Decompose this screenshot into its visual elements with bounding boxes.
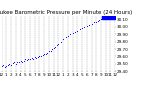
Point xyxy=(90,23,93,25)
Point xyxy=(15,63,17,65)
Point xyxy=(111,17,113,19)
Point xyxy=(62,39,64,40)
Point xyxy=(10,64,12,65)
Point xyxy=(13,62,16,63)
Point xyxy=(8,63,11,65)
Point xyxy=(85,25,88,27)
Point xyxy=(83,26,86,27)
Point xyxy=(30,57,33,59)
Point xyxy=(64,36,67,38)
Point xyxy=(29,59,31,60)
Point xyxy=(18,61,20,62)
Point xyxy=(114,17,116,19)
Point xyxy=(51,48,53,50)
Point xyxy=(100,19,102,20)
Point xyxy=(54,46,56,48)
Point xyxy=(76,30,79,31)
Point xyxy=(44,53,47,54)
Point xyxy=(21,62,23,63)
Point xyxy=(24,59,27,60)
Point xyxy=(16,62,19,63)
Point xyxy=(0,65,3,67)
Point xyxy=(22,60,25,62)
Point xyxy=(19,60,22,62)
Point xyxy=(26,60,28,61)
Point xyxy=(41,54,44,56)
Point xyxy=(11,62,14,64)
Point xyxy=(74,31,76,33)
Point xyxy=(108,17,110,19)
Title: Milwaukee Barometric Pressure per Minute (24 Hours): Milwaukee Barometric Pressure per Minute… xyxy=(0,10,132,15)
Point xyxy=(33,57,36,58)
Point xyxy=(43,54,45,55)
Point xyxy=(78,28,81,30)
Point xyxy=(56,45,58,46)
Point xyxy=(40,55,42,56)
Point xyxy=(27,58,30,59)
Point xyxy=(109,17,112,19)
Point xyxy=(37,57,39,58)
Point xyxy=(101,19,104,20)
Point xyxy=(5,65,8,67)
Point xyxy=(88,24,90,25)
Point xyxy=(67,35,69,36)
Point xyxy=(81,28,83,29)
Point xyxy=(95,21,98,22)
Point xyxy=(7,65,9,66)
Point xyxy=(93,22,95,23)
Point xyxy=(112,17,115,19)
Point xyxy=(69,33,72,35)
Point xyxy=(71,33,74,34)
Point xyxy=(52,48,55,49)
Point xyxy=(49,50,52,51)
Point xyxy=(60,41,62,42)
Point xyxy=(32,58,34,59)
Point xyxy=(57,43,60,45)
Point xyxy=(104,18,107,19)
Point xyxy=(97,20,99,22)
Point xyxy=(46,52,49,54)
Point xyxy=(2,65,4,66)
Point xyxy=(48,51,50,52)
Point xyxy=(106,17,109,19)
Point xyxy=(4,66,6,68)
Point xyxy=(98,19,101,21)
Point xyxy=(38,56,41,57)
Point xyxy=(35,57,38,59)
Point xyxy=(103,18,105,19)
